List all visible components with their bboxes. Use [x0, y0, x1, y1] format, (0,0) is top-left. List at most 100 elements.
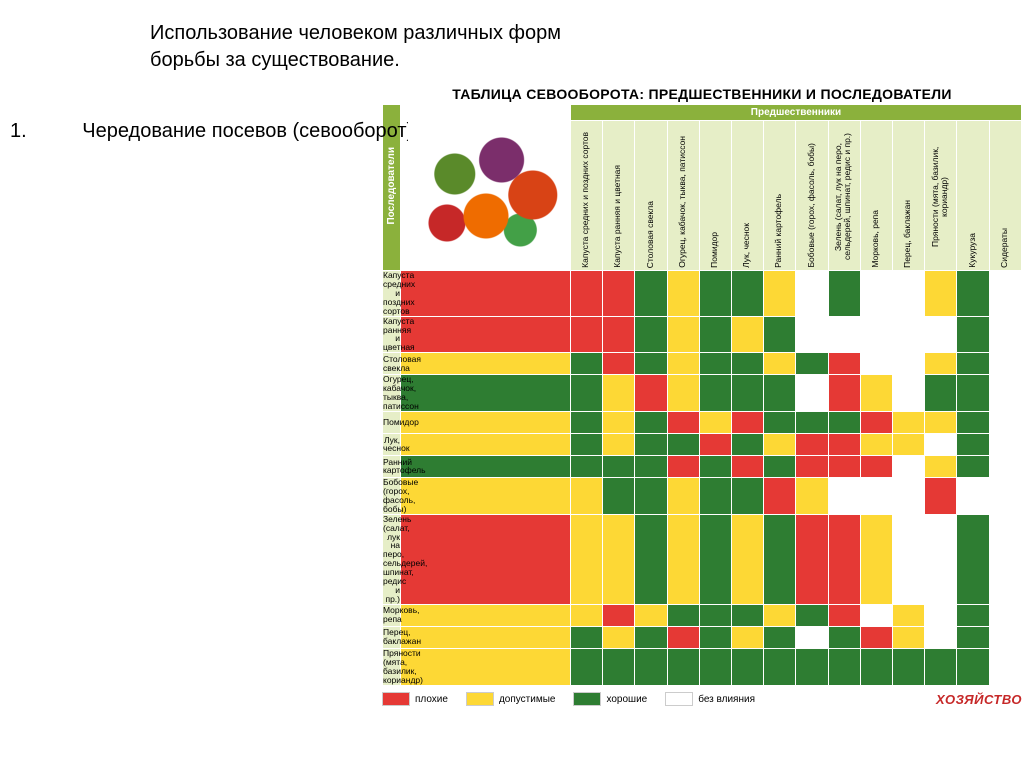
- slide-title: Использование человеком различных форм б…: [150, 20, 590, 74]
- compat-cell: [732, 514, 764, 604]
- compat-cell: [828, 316, 860, 353]
- compat-cell: [925, 626, 957, 648]
- compat-cell: [603, 604, 635, 626]
- compat-cell: [401, 648, 571, 685]
- row-header: Перец, баклажан: [383, 626, 401, 648]
- compat-cell: [860, 604, 892, 626]
- compat-cell: [603, 626, 635, 648]
- compat-cell: [571, 375, 603, 412]
- subtitle-number: 1.: [10, 120, 27, 142]
- compat-cell: [796, 316, 828, 353]
- compat-cell: [571, 477, 603, 514]
- compat-cell: [635, 604, 667, 626]
- compat-cell: [635, 477, 667, 514]
- compat-cell: [957, 626, 989, 648]
- compat-cell: [699, 626, 731, 648]
- compat-cell: [571, 433, 603, 455]
- row-header: Морковь, репа: [383, 604, 401, 626]
- compat-cell: [828, 375, 860, 412]
- compat-cell: [667, 316, 699, 353]
- compat-cell: [571, 411, 603, 433]
- column-header: Капуста средних и поздних сортов: [571, 121, 603, 271]
- compat-cell: [667, 648, 699, 685]
- compat-cell: [957, 455, 989, 477]
- column-header: Сидераты: [989, 121, 1021, 271]
- compat-cell: [796, 455, 828, 477]
- compat-cell: [603, 353, 635, 375]
- compat-cell: [667, 626, 699, 648]
- compat-cell: [925, 604, 957, 626]
- compat-cell: [571, 514, 603, 604]
- compat-cell: [699, 455, 731, 477]
- compat-cell: [401, 477, 571, 514]
- compat-cell: [893, 433, 925, 455]
- compat-cell: [925, 271, 957, 317]
- compat-cell: [893, 271, 925, 317]
- compat-cell: [828, 271, 860, 317]
- row-header: Зелень (салат, лук на перо, сельдерей, ш…: [383, 514, 401, 604]
- compat-cell: [860, 375, 892, 412]
- column-header: Огурец, кабачок, тыква, патиссон: [667, 121, 699, 271]
- compat-cell: [796, 514, 828, 604]
- compat-cell: [603, 648, 635, 685]
- compat-cell: [603, 411, 635, 433]
- compat-cell: [828, 455, 860, 477]
- column-header: Ранний картофель: [764, 121, 796, 271]
- compat-cell: [401, 604, 571, 626]
- compat-cell: [667, 271, 699, 317]
- compat-cell: [893, 353, 925, 375]
- compat-cell: [635, 375, 667, 412]
- vegetables-icon: [408, 118, 564, 258]
- compat-cell: [796, 375, 828, 412]
- subtitle: 1. Чередование посевов (севооборот).: [10, 118, 419, 144]
- row-header: Бобовые (горох, фасоль, бобы): [383, 477, 401, 514]
- legend-bad: плохие: [382, 692, 448, 706]
- legend-good: хорошие: [573, 692, 647, 706]
- row-header: Капуста средних и поздних сортов: [383, 271, 401, 317]
- compat-cell: [667, 514, 699, 604]
- compat-cell: [732, 477, 764, 514]
- compat-cell: [957, 271, 989, 317]
- compat-cell: [667, 353, 699, 375]
- column-header: Лук, чеснок: [732, 121, 764, 271]
- compat-cell: [667, 604, 699, 626]
- compat-cell: [764, 271, 796, 317]
- compat-cell: [764, 353, 796, 375]
- compat-cell: [828, 604, 860, 626]
- compat-cell: [571, 353, 603, 375]
- compat-cell: [732, 411, 764, 433]
- column-header: Столовая свекла: [635, 121, 667, 271]
- compat-cell: [957, 316, 989, 353]
- compat-cell: [893, 626, 925, 648]
- compat-cell: [603, 271, 635, 317]
- compat-cell: [957, 433, 989, 455]
- compat-cell: [957, 514, 989, 604]
- compat-cell: [603, 514, 635, 604]
- compat-cell: [957, 375, 989, 412]
- compat-cell: [925, 433, 957, 455]
- compat-cell: [571, 604, 603, 626]
- compat-cell: [571, 271, 603, 317]
- rotation-table: Последователи Предшественники Капуста ср…: [382, 104, 1022, 686]
- compat-cell: [796, 626, 828, 648]
- row-header: Помидор: [383, 411, 401, 433]
- compat-cell: [796, 411, 828, 433]
- compat-cell: [925, 477, 957, 514]
- compat-cell: [571, 316, 603, 353]
- legend-none: без влияния: [665, 692, 755, 706]
- compat-cell: [893, 411, 925, 433]
- compat-cell: [925, 455, 957, 477]
- compat-cell: [635, 316, 667, 353]
- compat-cell: [401, 455, 571, 477]
- compat-cell: [699, 353, 731, 375]
- compat-cell: [401, 271, 571, 317]
- compat-cell: [957, 353, 989, 375]
- compat-cell: [571, 455, 603, 477]
- compat-cell: [860, 648, 892, 685]
- compat-cell: [796, 477, 828, 514]
- column-header: Морковь, репа: [860, 121, 892, 271]
- compat-cell: [667, 375, 699, 412]
- compat-cell: [893, 648, 925, 685]
- compat-cell: [732, 271, 764, 317]
- compat-cell: [764, 477, 796, 514]
